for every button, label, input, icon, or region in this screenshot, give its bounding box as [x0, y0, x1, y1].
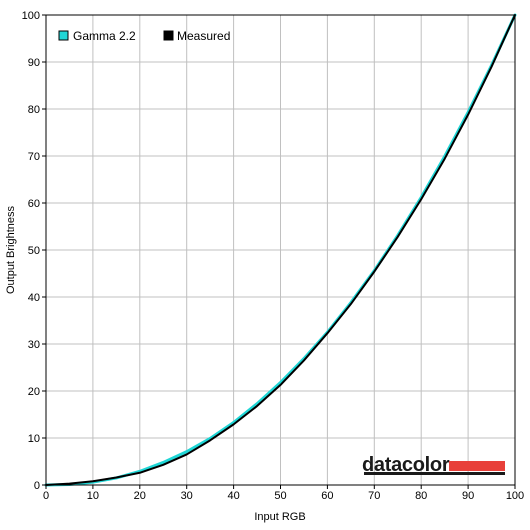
x-tick-label: 50 [274, 490, 286, 502]
y-tick-label: 0 [34, 480, 40, 492]
tick-layer: 0 10 20 30 40 50 60 70 80 90 100 0 10 20 30 40 50 60 70 80 9… [22, 10, 525, 502]
y-tick-label: 90 [28, 57, 40, 69]
grid [46, 15, 515, 485]
legend-swatch-measured [163, 30, 174, 41]
y-tick-label: 40 [28, 292, 40, 304]
y-tick-label: 30 [28, 339, 40, 351]
x-tick-label: 80 [415, 490, 427, 502]
x-tick-label: 100 [506, 490, 524, 502]
y-tick-label: 20 [28, 386, 40, 398]
x-axis-title: Input RGB [254, 511, 305, 523]
legend-label-measured: Measured [177, 29, 230, 43]
x-tick-label: 90 [462, 490, 474, 502]
legend: Gamma 2.2 Measured [58, 29, 230, 43]
x-tick-label: 0 [43, 490, 49, 502]
legend-item-gamma: Gamma 2.2 [58, 29, 136, 43]
y-tick-label: 10 [28, 433, 40, 445]
x-tick-label: 10 [87, 490, 99, 502]
y-tick-label: 100 [22, 10, 40, 22]
y-tick-label: 70 [28, 151, 40, 163]
x-tick-label: 20 [134, 490, 146, 502]
x-tick-label: 70 [368, 490, 380, 502]
series-layer [44, 13, 517, 487]
y-tick-label: 80 [28, 104, 40, 116]
legend-label-gamma: Gamma 2.2 [73, 29, 136, 43]
legend-swatch-gamma [58, 30, 69, 41]
legend-item-measured: Measured [163, 29, 230, 43]
x-tick-label: 60 [321, 490, 333, 502]
logo-text: datacolor [362, 454, 450, 476]
y-axis-title: Output Brightness [5, 205, 17, 294]
datacolor-logo: datacolor [362, 454, 505, 476]
logo-underline [364, 472, 505, 475]
series-line-measured [45, 14, 516, 486]
y-tick-label: 50 [28, 245, 40, 257]
x-tick-label: 40 [227, 490, 239, 502]
x-tick-label: 30 [181, 490, 193, 502]
logo-bar [449, 461, 505, 471]
y-tick-label: 60 [28, 198, 40, 210]
